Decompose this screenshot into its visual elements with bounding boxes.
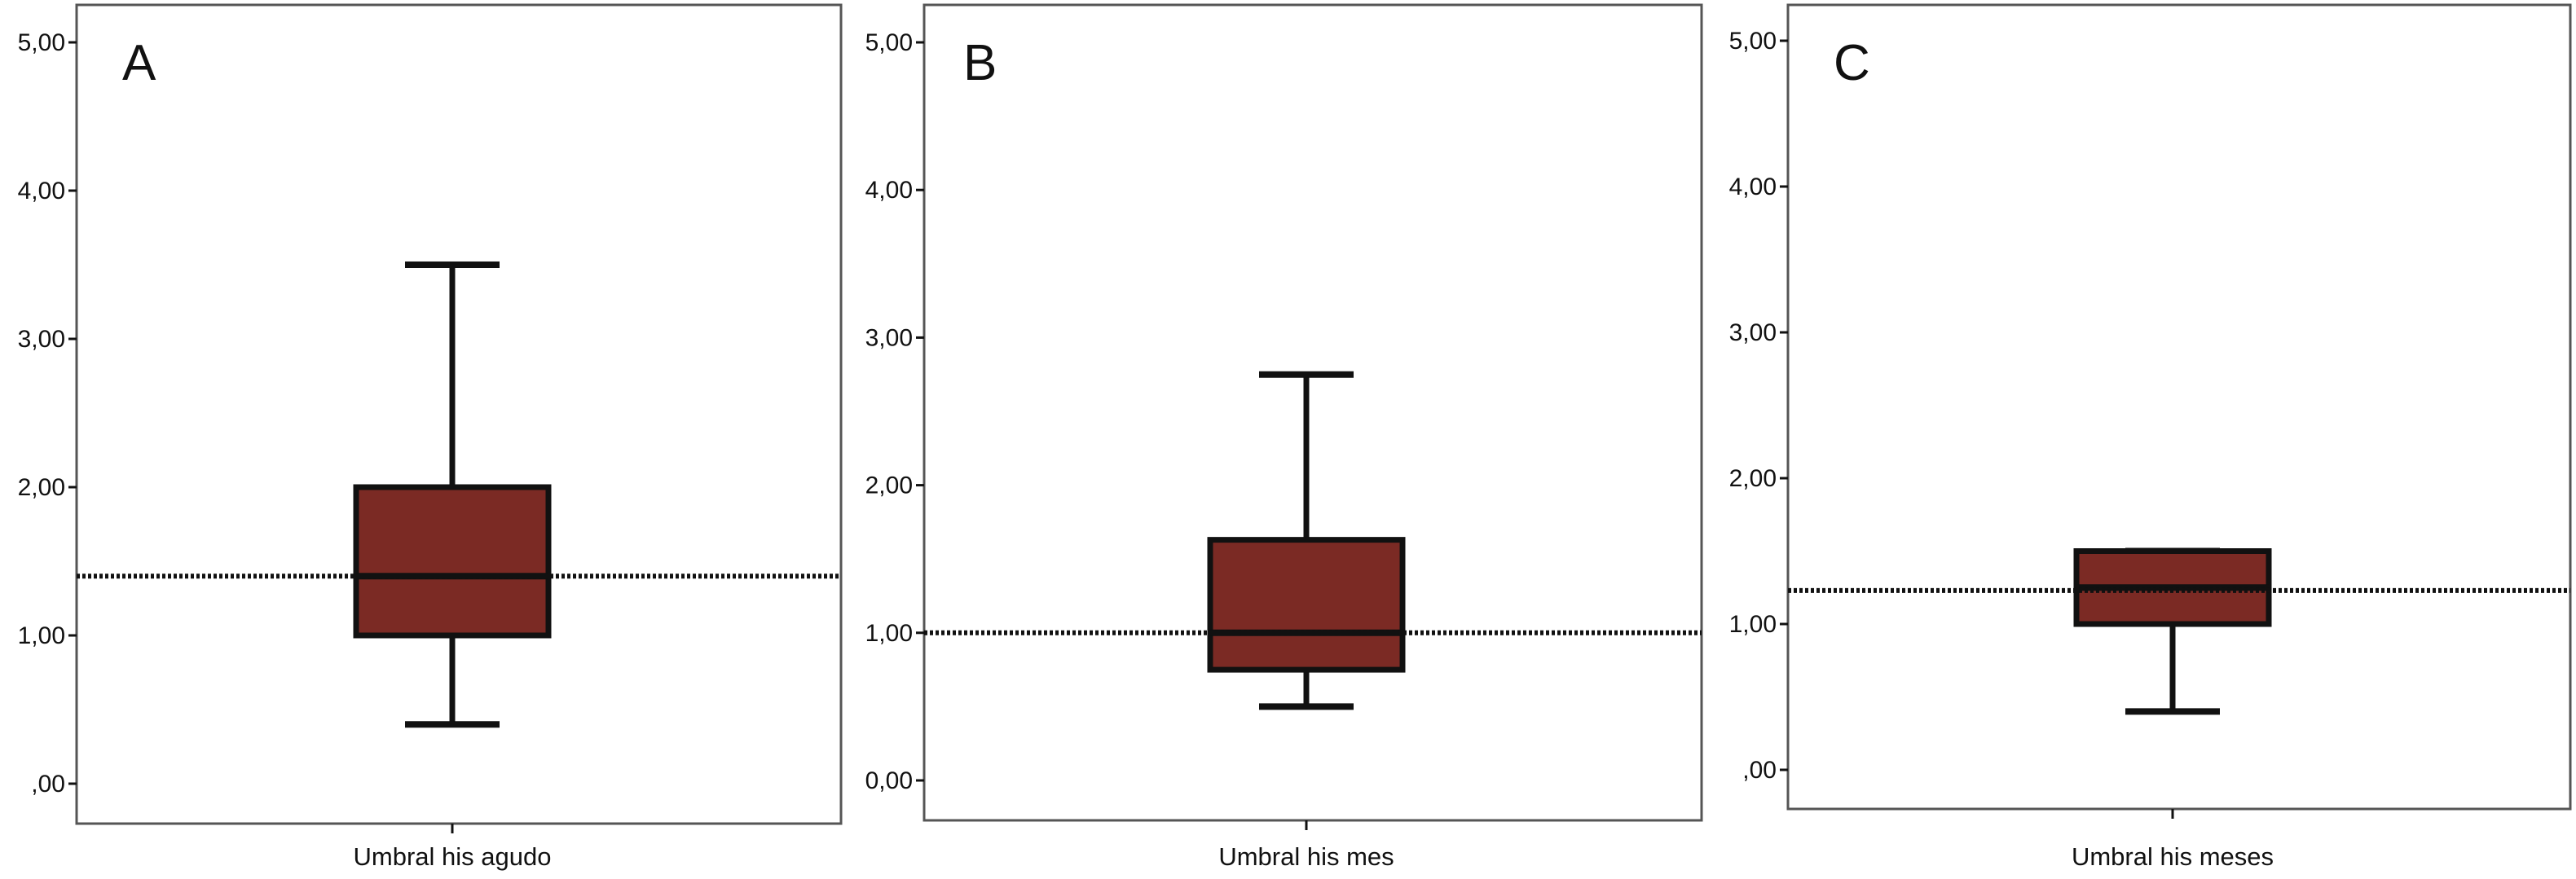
y-tick-label: 5,00 bbox=[18, 29, 65, 56]
x-axis-label: Umbral his mes bbox=[1218, 842, 1394, 871]
y-tick-label: 3,00 bbox=[18, 326, 65, 353]
panel-b: 0,00 1,00 2,00 3,00 4,00 5,00 Umbral his mes B bbox=[865, 3, 1703, 871]
y-tick-label: 2,00 bbox=[18, 474, 65, 501]
y-tick-label: 1,00 bbox=[18, 622, 65, 649]
panel-a: ,00 1,00 2,00 3,00 4,00 5,00 Umbral his agudo A bbox=[18, 3, 843, 871]
y-tick-label: ,00 bbox=[1742, 757, 1777, 784]
y-tick-label: 5,00 bbox=[865, 29, 913, 56]
y-tick-label: 4,00 bbox=[1729, 174, 1777, 200]
plot-frame bbox=[923, 3, 1703, 822]
panel-label: C bbox=[1834, 35, 1870, 91]
y-tick-label: 5,00 bbox=[1729, 28, 1777, 55]
y-tick-label: 2,00 bbox=[865, 472, 913, 499]
iqr-box bbox=[1207, 537, 1406, 673]
panel-label: A bbox=[122, 35, 156, 91]
plot-frame bbox=[75, 3, 843, 825]
y-tick-label: 0,00 bbox=[865, 767, 913, 794]
panel-c: ,00 1,00 2,00 3,00 4,00 5,00 Umbral his meses C bbox=[1729, 3, 2572, 871]
y-tick-label: 4,00 bbox=[18, 178, 65, 204]
panel-label: B bbox=[963, 35, 997, 91]
x-axis-label: Umbral his meses bbox=[2072, 842, 2274, 871]
y-tick-label: 2,00 bbox=[1729, 465, 1777, 492]
y-tick-label: 1,00 bbox=[1729, 611, 1777, 638]
y-tick-label: ,00 bbox=[31, 771, 65, 798]
x-axis-label: Umbral his agudo bbox=[354, 842, 552, 871]
y-tick-label: 4,00 bbox=[865, 177, 913, 204]
plot-frame bbox=[1786, 3, 2572, 811]
y-tick-label: 1,00 bbox=[865, 620, 913, 647]
y-tick-label: 3,00 bbox=[865, 324, 913, 351]
y-tick-label: 3,00 bbox=[1729, 319, 1777, 346]
iqr-box bbox=[353, 484, 552, 639]
